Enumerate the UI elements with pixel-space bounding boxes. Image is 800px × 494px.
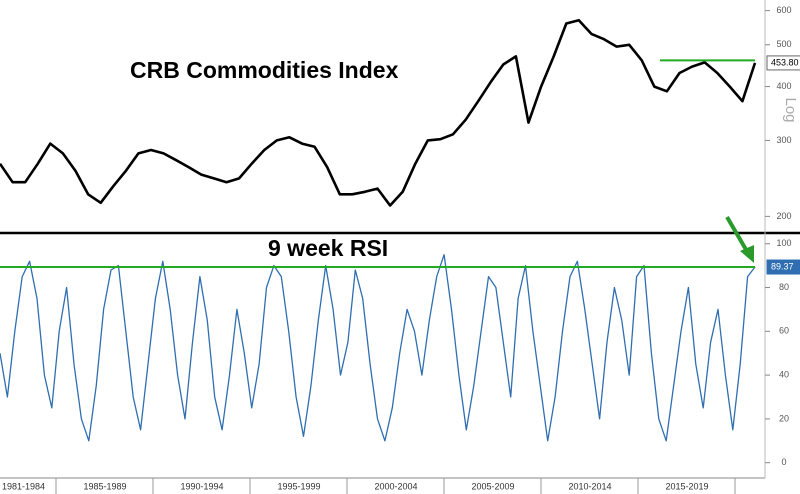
x-tick-label: 2010-2014: [568, 481, 611, 491]
y-tick-label: 60: [779, 326, 789, 336]
arrow: [725, 215, 754, 263]
y-tick-label: 200: [776, 211, 791, 221]
last-value-tag: [766, 55, 800, 71]
y-tick-label: 600: [776, 5, 791, 15]
last-value-tag: [766, 259, 800, 275]
x-tick-label: 2015-2019: [665, 481, 708, 491]
chart-title: CRB Commodities Index: [130, 57, 399, 83]
chart-title: 9 week RSI: [268, 235, 388, 261]
x-tick-label: 1995-1999: [277, 481, 320, 491]
y-tick-label: 0: [781, 457, 786, 467]
y-tick-label: 300: [776, 135, 791, 145]
y-tick-label: 500: [776, 39, 791, 49]
y-axis-label: Log: [782, 97, 799, 122]
x-tick-label: 2000-2004: [374, 481, 417, 491]
x-tick-label: 2005-2009: [471, 481, 514, 491]
series-line: [0, 254, 756, 442]
x-tick-label: 1985-1989: [83, 481, 126, 491]
x-tick-label: 1990-1994: [180, 481, 223, 491]
y-tick-label: 400: [776, 81, 791, 91]
y-tick-label: 100: [776, 238, 791, 248]
y-tick-label: 20: [779, 413, 789, 423]
y-tick-label: 40: [779, 369, 789, 379]
y-tick-label: 80: [779, 282, 789, 292]
last-value-label: 89.37: [771, 261, 794, 271]
series-line: [0, 18, 757, 207]
x-tick-label: 1981-1984: [2, 481, 45, 491]
last-value-label: 453.80: [771, 57, 799, 67]
